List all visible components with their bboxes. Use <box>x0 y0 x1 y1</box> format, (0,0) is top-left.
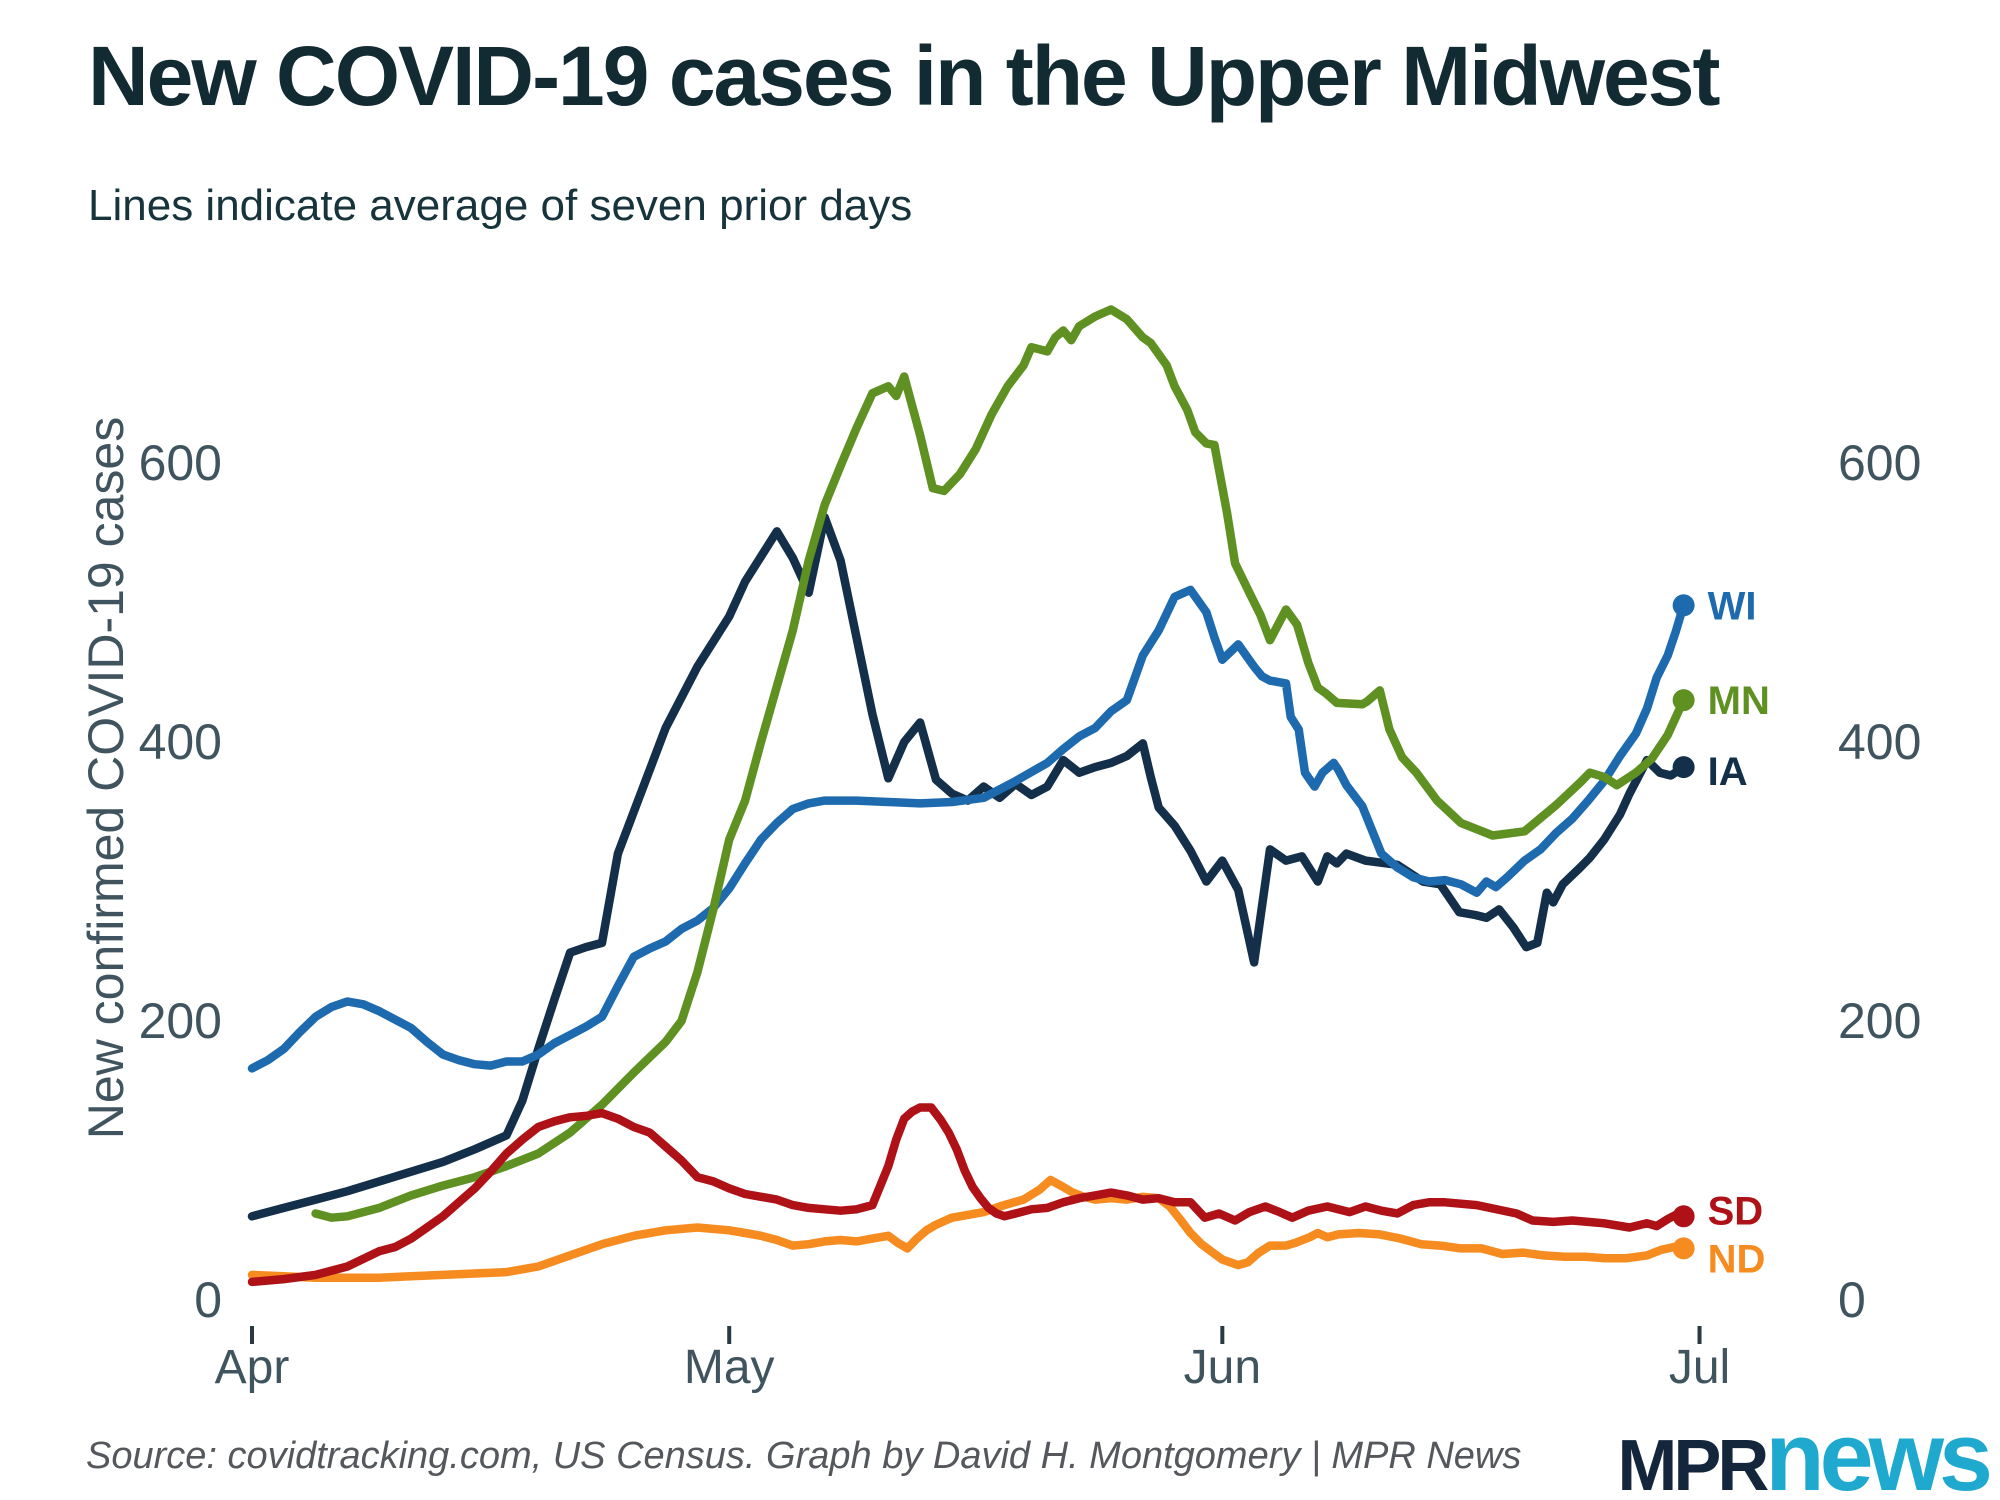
series-label-mn: MN <box>1708 679 1770 723</box>
series-endpoint-wi <box>1672 594 1695 617</box>
x-axis-label-may: May <box>684 1341 775 1394</box>
series-line-ia <box>247 513 1688 1221</box>
chart-subtitle: Lines indicate average of seven prior da… <box>88 181 913 230</box>
x-axis-tick-apr <box>250 1326 254 1344</box>
chart-title: New COVID-19 cases in the Upper Midwest <box>88 29 1720 123</box>
x-axis-tick-jul <box>1697 1326 1702 1344</box>
x-axis-label-apr: Apr <box>215 1341 290 1394</box>
mpr-news-logo: MPR news <box>1617 1402 1993 1500</box>
x-axis-tick-jun <box>1220 1326 1225 1344</box>
series-label-nd: ND <box>1708 1237 1766 1281</box>
series-line-nd <box>247 1175 1688 1282</box>
source-note: Source: covidtracking.com, US Census. Gr… <box>86 1435 1522 1477</box>
y-axis-tick-label-left-200: 200 <box>139 993 222 1049</box>
y-axis-tick-label-right-0: 0 <box>1838 1272 1866 1328</box>
logo-news-text: news <box>1765 1402 1993 1500</box>
series-line-sd <box>247 1103 1688 1287</box>
series-endpoint-sd <box>1672 1205 1695 1228</box>
series-label-sd: SD <box>1708 1189 1764 1233</box>
series-label-wi: WI <box>1708 584 1757 628</box>
y-axis-tick-label-right-200: 200 <box>1838 993 1921 1049</box>
y-axis-tick-label-left-400: 400 <box>139 714 222 770</box>
x-axis-label-jul: Jul <box>1669 1341 1730 1394</box>
series-endpoint-mn <box>1672 689 1695 712</box>
y-axis-tick-label-right-600: 600 <box>1838 435 1921 491</box>
y-axis-tick-label-left-600: 600 <box>139 435 222 491</box>
series-endpoint-nd <box>1672 1237 1695 1260</box>
x-axis-label-jun: Jun <box>1184 1341 1261 1394</box>
y-axis-tick-label-left-0: 0 <box>194 1272 222 1328</box>
logo-mpr-text: MPR <box>1617 1426 1769 1500</box>
series-endpoint-ia <box>1672 756 1695 779</box>
x-axis-tick-may <box>727 1326 732 1344</box>
series-line-mn <box>311 305 1688 1222</box>
y-axis-tick-label-right-400: 400 <box>1838 714 1921 770</box>
series-label-ia: IA <box>1708 750 1748 794</box>
series-line-wi <box>247 585 1688 1073</box>
